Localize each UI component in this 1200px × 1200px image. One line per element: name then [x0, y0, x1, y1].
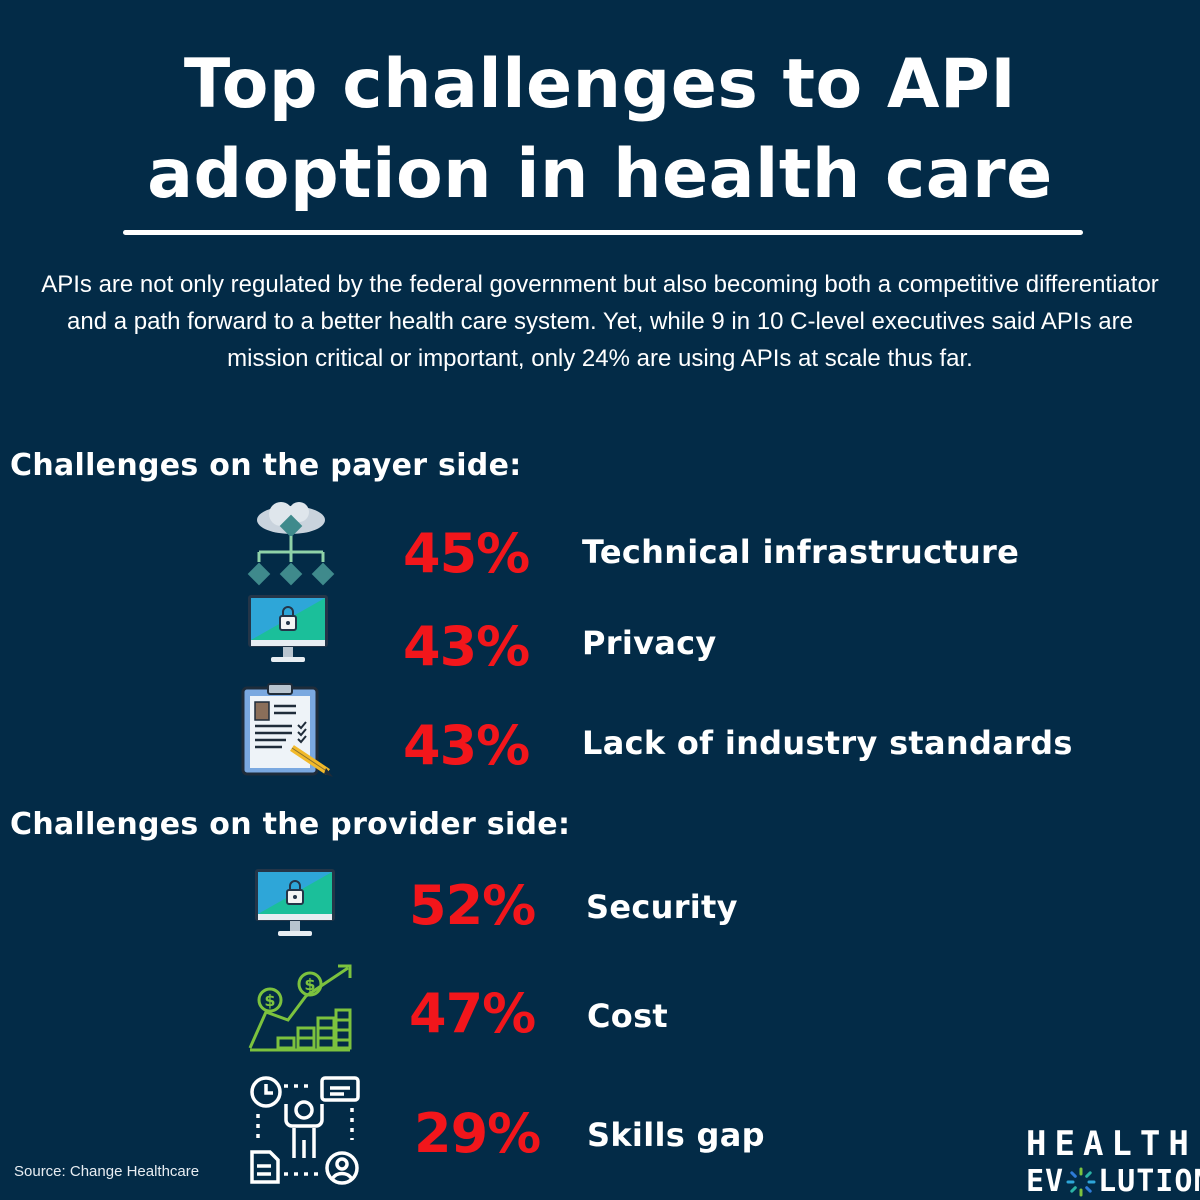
- challenge-label: Security: [586, 888, 738, 926]
- lock-monitor-icon: [247, 594, 329, 671]
- person-skills-icon: [246, 1074, 364, 1191]
- provider-row-security: 52% Security: [0, 868, 1200, 948]
- cloud-network-icon: [245, 500, 337, 597]
- percentage-value: 45%: [403, 522, 530, 585]
- logo-line-2-left: EV: [1026, 1164, 1065, 1199]
- percentage-value: 43%: [403, 714, 530, 777]
- logo-line-1: HEALTH: [1026, 1124, 1197, 1164]
- health-evolution-logo: HEALTH EV LUTION: [1026, 1124, 1200, 1200]
- challenge-label: Cost: [587, 997, 669, 1035]
- challenge-label: Technical infrastructure: [582, 533, 1020, 571]
- clipboard-checklist-icon: [240, 682, 336, 783]
- title-divider: [123, 230, 1083, 235]
- page-title: Top challenges to API adoption in health…: [147, 45, 1053, 214]
- payer-row-industry-standards: 43% Lack of industry standards: [0, 682, 1200, 777]
- payer-row-technical-infrastructure: 45% Technical infrastructure: [0, 500, 1200, 595]
- intro-text: APIs are not only regulated by the feder…: [41, 271, 1159, 372]
- percentage-value: 43%: [403, 615, 530, 678]
- payer-section-heading: Challenges on the payer side:: [10, 448, 522, 483]
- source-note: Source: Change Healthcare: [14, 1163, 200, 1180]
- provider-section-heading: Challenges on the provider side:: [10, 807, 571, 842]
- challenge-label: Lack of industry standards: [582, 724, 1073, 762]
- svg-text:$: $: [264, 991, 275, 1010]
- challenge-label: Privacy: [582, 624, 717, 662]
- logo-ring-icon: [1066, 1167, 1096, 1197]
- percentage-value: 29%: [414, 1102, 541, 1165]
- money-growth-icon: $ $: [246, 962, 354, 1059]
- percentage-value: 52%: [409, 874, 536, 937]
- lock-monitor-icon: [254, 868, 336, 945]
- logo-line-2: EV LUTION: [1026, 1162, 1200, 1200]
- logo-line-2-right: LUTION: [1098, 1164, 1200, 1199]
- percentage-value: 47%: [409, 982, 536, 1045]
- provider-row-cost: $ $ 47% Cost: [0, 962, 1200, 1057]
- challenge-label: Skills gap: [587, 1116, 765, 1154]
- provider-row-skills-gap: 29% Skills gap: [0, 1074, 1200, 1186]
- payer-row-privacy: 43% Privacy: [0, 594, 1200, 678]
- svg-text:$: $: [304, 975, 315, 994]
